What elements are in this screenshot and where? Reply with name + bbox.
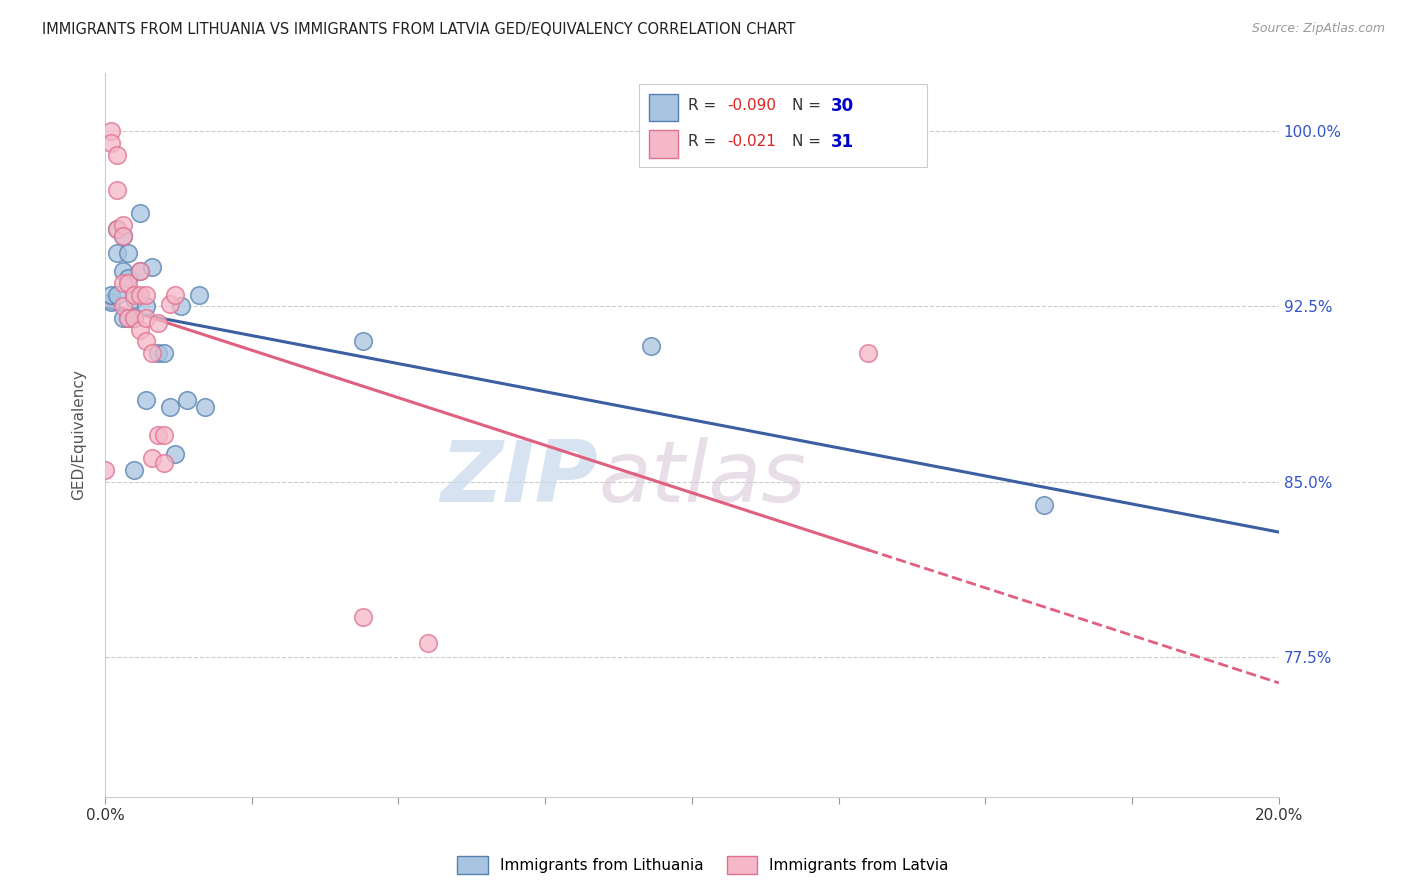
Text: 30: 30 — [831, 96, 853, 114]
Text: Source: ZipAtlas.com: Source: ZipAtlas.com — [1251, 22, 1385, 36]
Point — [146, 427, 169, 442]
Legend: Immigrants from Lithuania, Immigrants from Latvia: Immigrants from Lithuania, Immigrants fr… — [451, 850, 955, 880]
Point — [129, 287, 152, 301]
Point — [152, 456, 174, 470]
Point — [640, 339, 662, 353]
Point — [117, 245, 139, 260]
Point — [111, 300, 134, 314]
Point — [129, 264, 152, 278]
Point — [856, 346, 879, 360]
Point — [100, 287, 122, 301]
Text: atlas: atlas — [598, 437, 806, 520]
FancyBboxPatch shape — [648, 130, 678, 158]
Point — [352, 334, 374, 349]
Point — [165, 446, 187, 460]
Point — [94, 463, 117, 477]
Text: ZIP: ZIP — [440, 437, 598, 520]
Point — [141, 451, 163, 466]
Text: -0.090: -0.090 — [727, 98, 776, 113]
Point — [117, 311, 139, 326]
Point — [124, 311, 146, 326]
Point — [159, 400, 181, 414]
Point — [105, 147, 128, 161]
Point — [111, 229, 134, 244]
FancyBboxPatch shape — [648, 94, 678, 121]
Point — [176, 392, 198, 407]
Y-axis label: GED/Equivalency: GED/Equivalency — [72, 369, 86, 500]
Point — [135, 287, 157, 301]
Point — [117, 276, 139, 290]
Point — [105, 183, 128, 197]
Point — [111, 229, 134, 244]
Point — [1033, 498, 1056, 512]
Text: N =: N = — [792, 98, 825, 113]
Polygon shape — [640, 84, 927, 167]
Point — [165, 287, 187, 301]
Point — [105, 287, 128, 301]
Point — [129, 323, 152, 337]
Point — [146, 316, 169, 330]
Point — [352, 610, 374, 624]
Point — [124, 293, 146, 307]
Text: IMMIGRANTS FROM LITHUANIA VS IMMIGRANTS FROM LATVIA GED/EQUIVALENCY CORRELATION : IMMIGRANTS FROM LITHUANIA VS IMMIGRANTS … — [42, 22, 796, 37]
Text: R =: R = — [689, 134, 727, 149]
Point — [141, 346, 163, 360]
Point — [152, 427, 174, 442]
Point — [129, 206, 152, 220]
Point — [194, 400, 217, 414]
Point — [152, 346, 174, 360]
Point — [159, 297, 181, 311]
Point — [170, 300, 193, 314]
Text: R =: R = — [689, 98, 721, 113]
Point — [105, 222, 128, 236]
Point — [117, 271, 139, 285]
Point — [111, 264, 134, 278]
Text: 31: 31 — [831, 133, 853, 151]
Point — [100, 294, 122, 309]
Point — [105, 245, 128, 260]
Text: -0.021: -0.021 — [727, 134, 776, 149]
Point — [124, 287, 146, 301]
Point — [416, 635, 439, 649]
Point — [117, 311, 139, 326]
Text: N =: N = — [792, 134, 831, 149]
Point — [141, 260, 163, 274]
Point — [135, 300, 157, 314]
Point — [100, 136, 122, 150]
Point — [124, 311, 146, 326]
Point — [100, 124, 122, 138]
Point — [129, 264, 152, 278]
Point — [135, 311, 157, 326]
Point — [187, 287, 209, 301]
Point — [146, 346, 169, 360]
Point — [111, 311, 134, 326]
Point — [135, 392, 157, 407]
Point — [135, 334, 157, 349]
Point — [124, 463, 146, 477]
Point — [111, 276, 134, 290]
Point — [111, 218, 134, 232]
Point — [105, 222, 128, 236]
